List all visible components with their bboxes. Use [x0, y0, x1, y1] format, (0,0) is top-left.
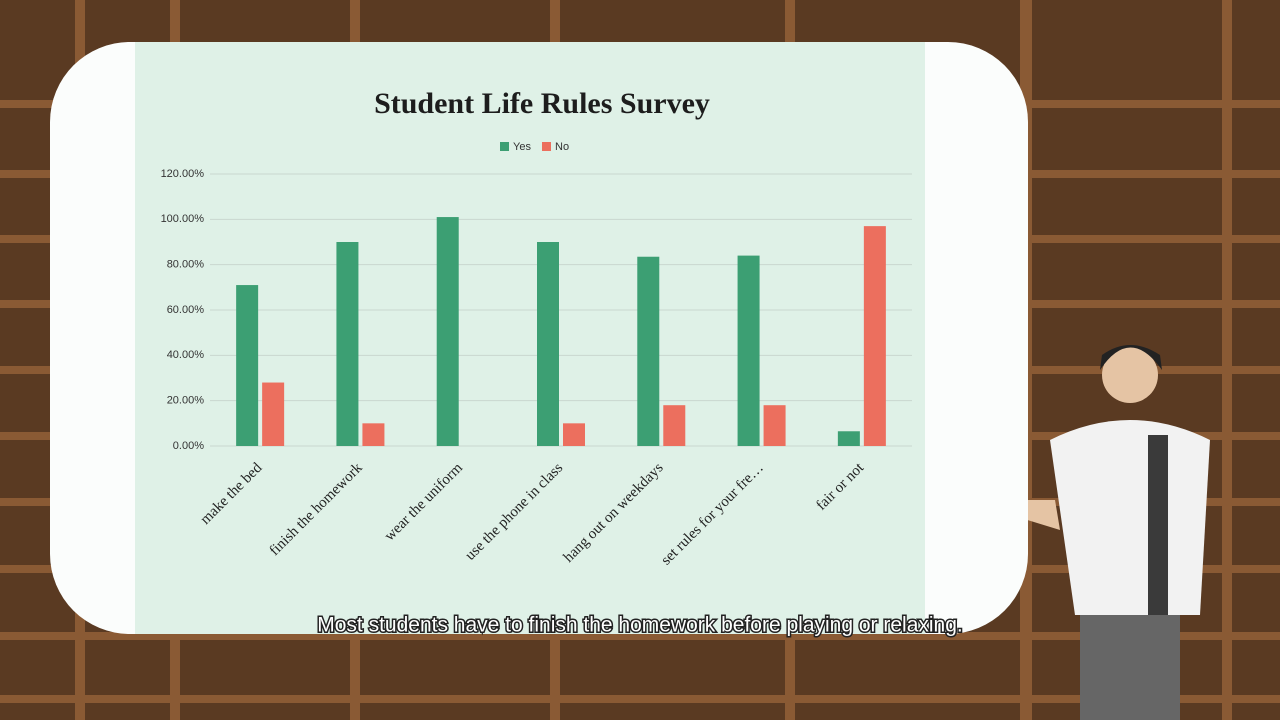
bar [837, 431, 860, 446]
bar [863, 226, 886, 446]
y-tick-label: 20.00% [167, 395, 205, 407]
y-tick-label: 120.00% [161, 168, 205, 180]
bar [537, 242, 559, 446]
chart-panel [135, 42, 925, 634]
y-tick-label: 40.00% [167, 349, 205, 361]
bar [637, 256, 660, 446]
bar [236, 285, 259, 446]
person [960, 345, 1210, 720]
bar [362, 423, 385, 446]
y-tick-label: 80.00% [167, 259, 205, 271]
chart-title: Student Life Rules Survey [374, 87, 710, 120]
caption: Most students have to finish the homewor… [317, 614, 963, 637]
y-tick-label: 60.00% [167, 304, 205, 316]
bar [436, 217, 459, 446]
legend-label: No [555, 141, 569, 153]
legend-label: Yes [513, 141, 531, 153]
bar [262, 382, 285, 446]
y-tick-label: 100.00% [161, 213, 205, 225]
y-tick-label: 0.00% [173, 440, 204, 452]
bar [763, 405, 786, 446]
bar [663, 405, 686, 446]
bar [336, 242, 359, 446]
legend-swatch [542, 142, 551, 151]
bar [737, 255, 760, 446]
legend-swatch [500, 142, 509, 151]
bar [563, 423, 585, 446]
